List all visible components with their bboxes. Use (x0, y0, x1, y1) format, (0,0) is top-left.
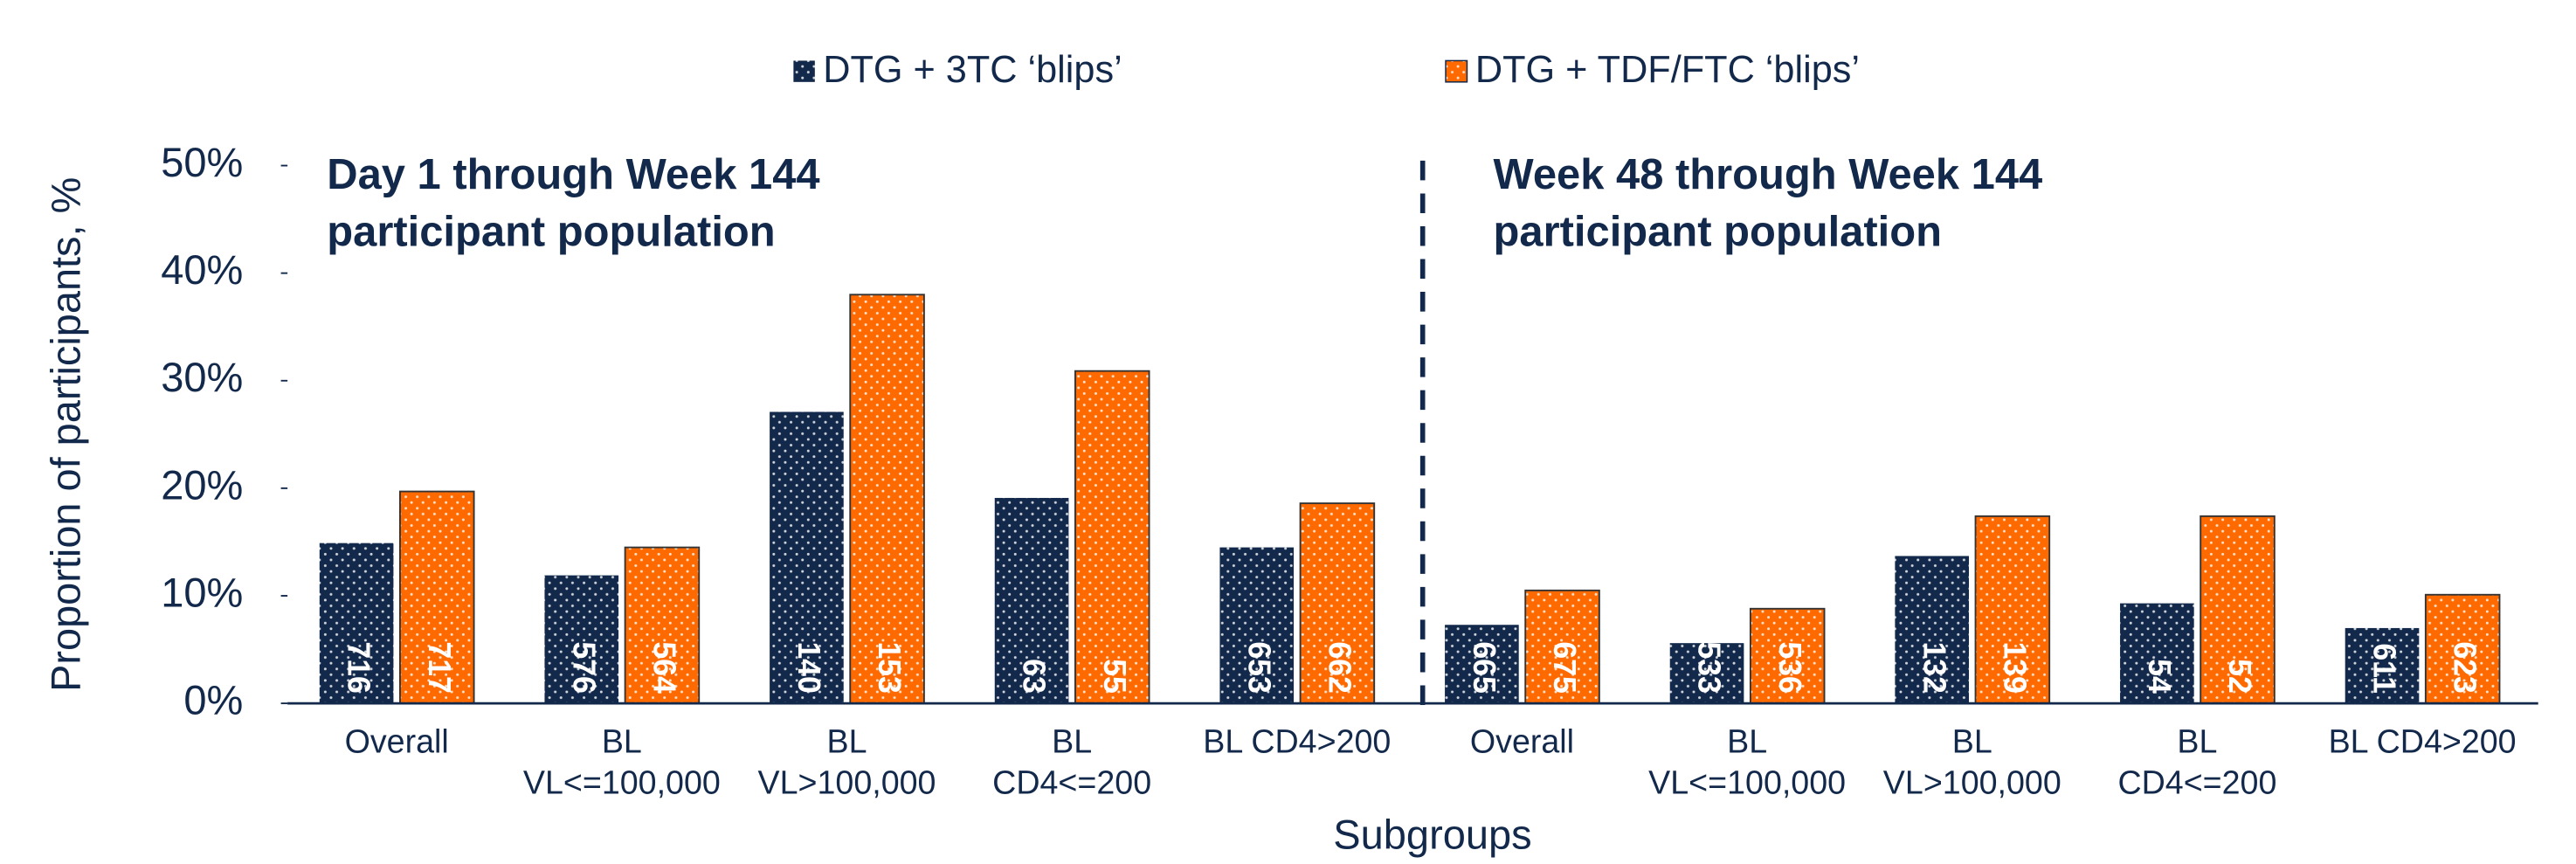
y-tick-label: 0% (183, 677, 243, 723)
bar (1299, 502, 1376, 705)
bar-n-label: 140 (791, 641, 826, 693)
bar-n-label: 653 (1241, 641, 1276, 693)
bar-n-label: 63 (1017, 659, 1052, 694)
x-tick-label: BL VL>100,000 (757, 724, 936, 802)
bar-n-label: 533 (1692, 641, 1727, 693)
y-tick-label: 30% (161, 354, 243, 400)
y-tick-label: 50% (161, 139, 243, 185)
bar (2424, 593, 2501, 705)
y-tick-label: 10% (161, 569, 243, 615)
legend-label: DTG + 3TC ‘blips’ (823, 49, 1122, 91)
bar-n-label: 662 (1322, 641, 1357, 693)
bar (2120, 603, 2194, 704)
panel-note: Week 48 through Week 144 participant pop… (1493, 149, 2043, 256)
x-tick-label: BL VL<=100,000 (522, 724, 721, 802)
bar-n-label: 576 (566, 641, 601, 693)
bar-n-label: 675 (1547, 641, 1582, 693)
bar (624, 546, 701, 705)
y-tick-label: 20% (161, 461, 243, 508)
bar (1524, 589, 1600, 705)
panel-note: Day 1 through Week 144 participant popul… (327, 149, 820, 256)
bar (1219, 547, 1295, 704)
bar (849, 294, 925, 705)
x-axis-title: Subgroups (1333, 811, 1531, 857)
bar-n-label: 55 (1097, 659, 1132, 694)
x-tick-label: BL CD4>200 (2328, 724, 2517, 761)
bar (770, 411, 844, 704)
y-axis-title: Proportion of participants, % (42, 177, 88, 692)
x-tick-label: Overall (344, 724, 449, 761)
bar-n-label: 611 (2367, 643, 2402, 694)
x-tick-label: BL VL<=100,000 (1648, 724, 1847, 802)
bar (1445, 625, 1519, 704)
bar-n-label: 153 (872, 641, 907, 693)
legend-label: DTG + TDF/FTC ‘blips’ (1475, 49, 1860, 91)
x-tick-label: BL CD4<=200 (2117, 724, 2277, 802)
x-tick-label: BL VL>100,000 (1882, 724, 2061, 802)
bar (2345, 627, 2420, 704)
x-tick-label: BL CD4<=200 (992, 724, 1152, 802)
legend-swatch (1445, 59, 1468, 83)
bar (399, 490, 475, 705)
bar (319, 543, 394, 704)
bar-n-label: 623 (2448, 641, 2483, 693)
bar (1895, 556, 1970, 704)
bar-n-label: 54 (2142, 659, 2177, 694)
bar-n-label: 665 (1467, 641, 1502, 693)
bar (994, 497, 1069, 704)
bar-n-label: 564 (646, 641, 681, 694)
y-tick-label: 40% (161, 246, 243, 293)
bar-n-label: 132 (1916, 641, 1951, 693)
bar-n-label: 717 (422, 641, 457, 693)
legend-swatch (793, 60, 815, 82)
bar (1074, 370, 1150, 705)
bar-n-label: 536 (1772, 641, 1807, 693)
bar (544, 575, 619, 704)
bar-n-label: 52 (2222, 659, 2257, 694)
x-tick-label: Overall (1469, 724, 1575, 761)
bar (2200, 515, 2276, 705)
bar (1669, 643, 1744, 704)
bar-n-label: 139 (1997, 641, 2032, 693)
x-tick-label: BL CD4>200 (1203, 724, 1392, 761)
bar-n-label: 716 (342, 641, 376, 693)
